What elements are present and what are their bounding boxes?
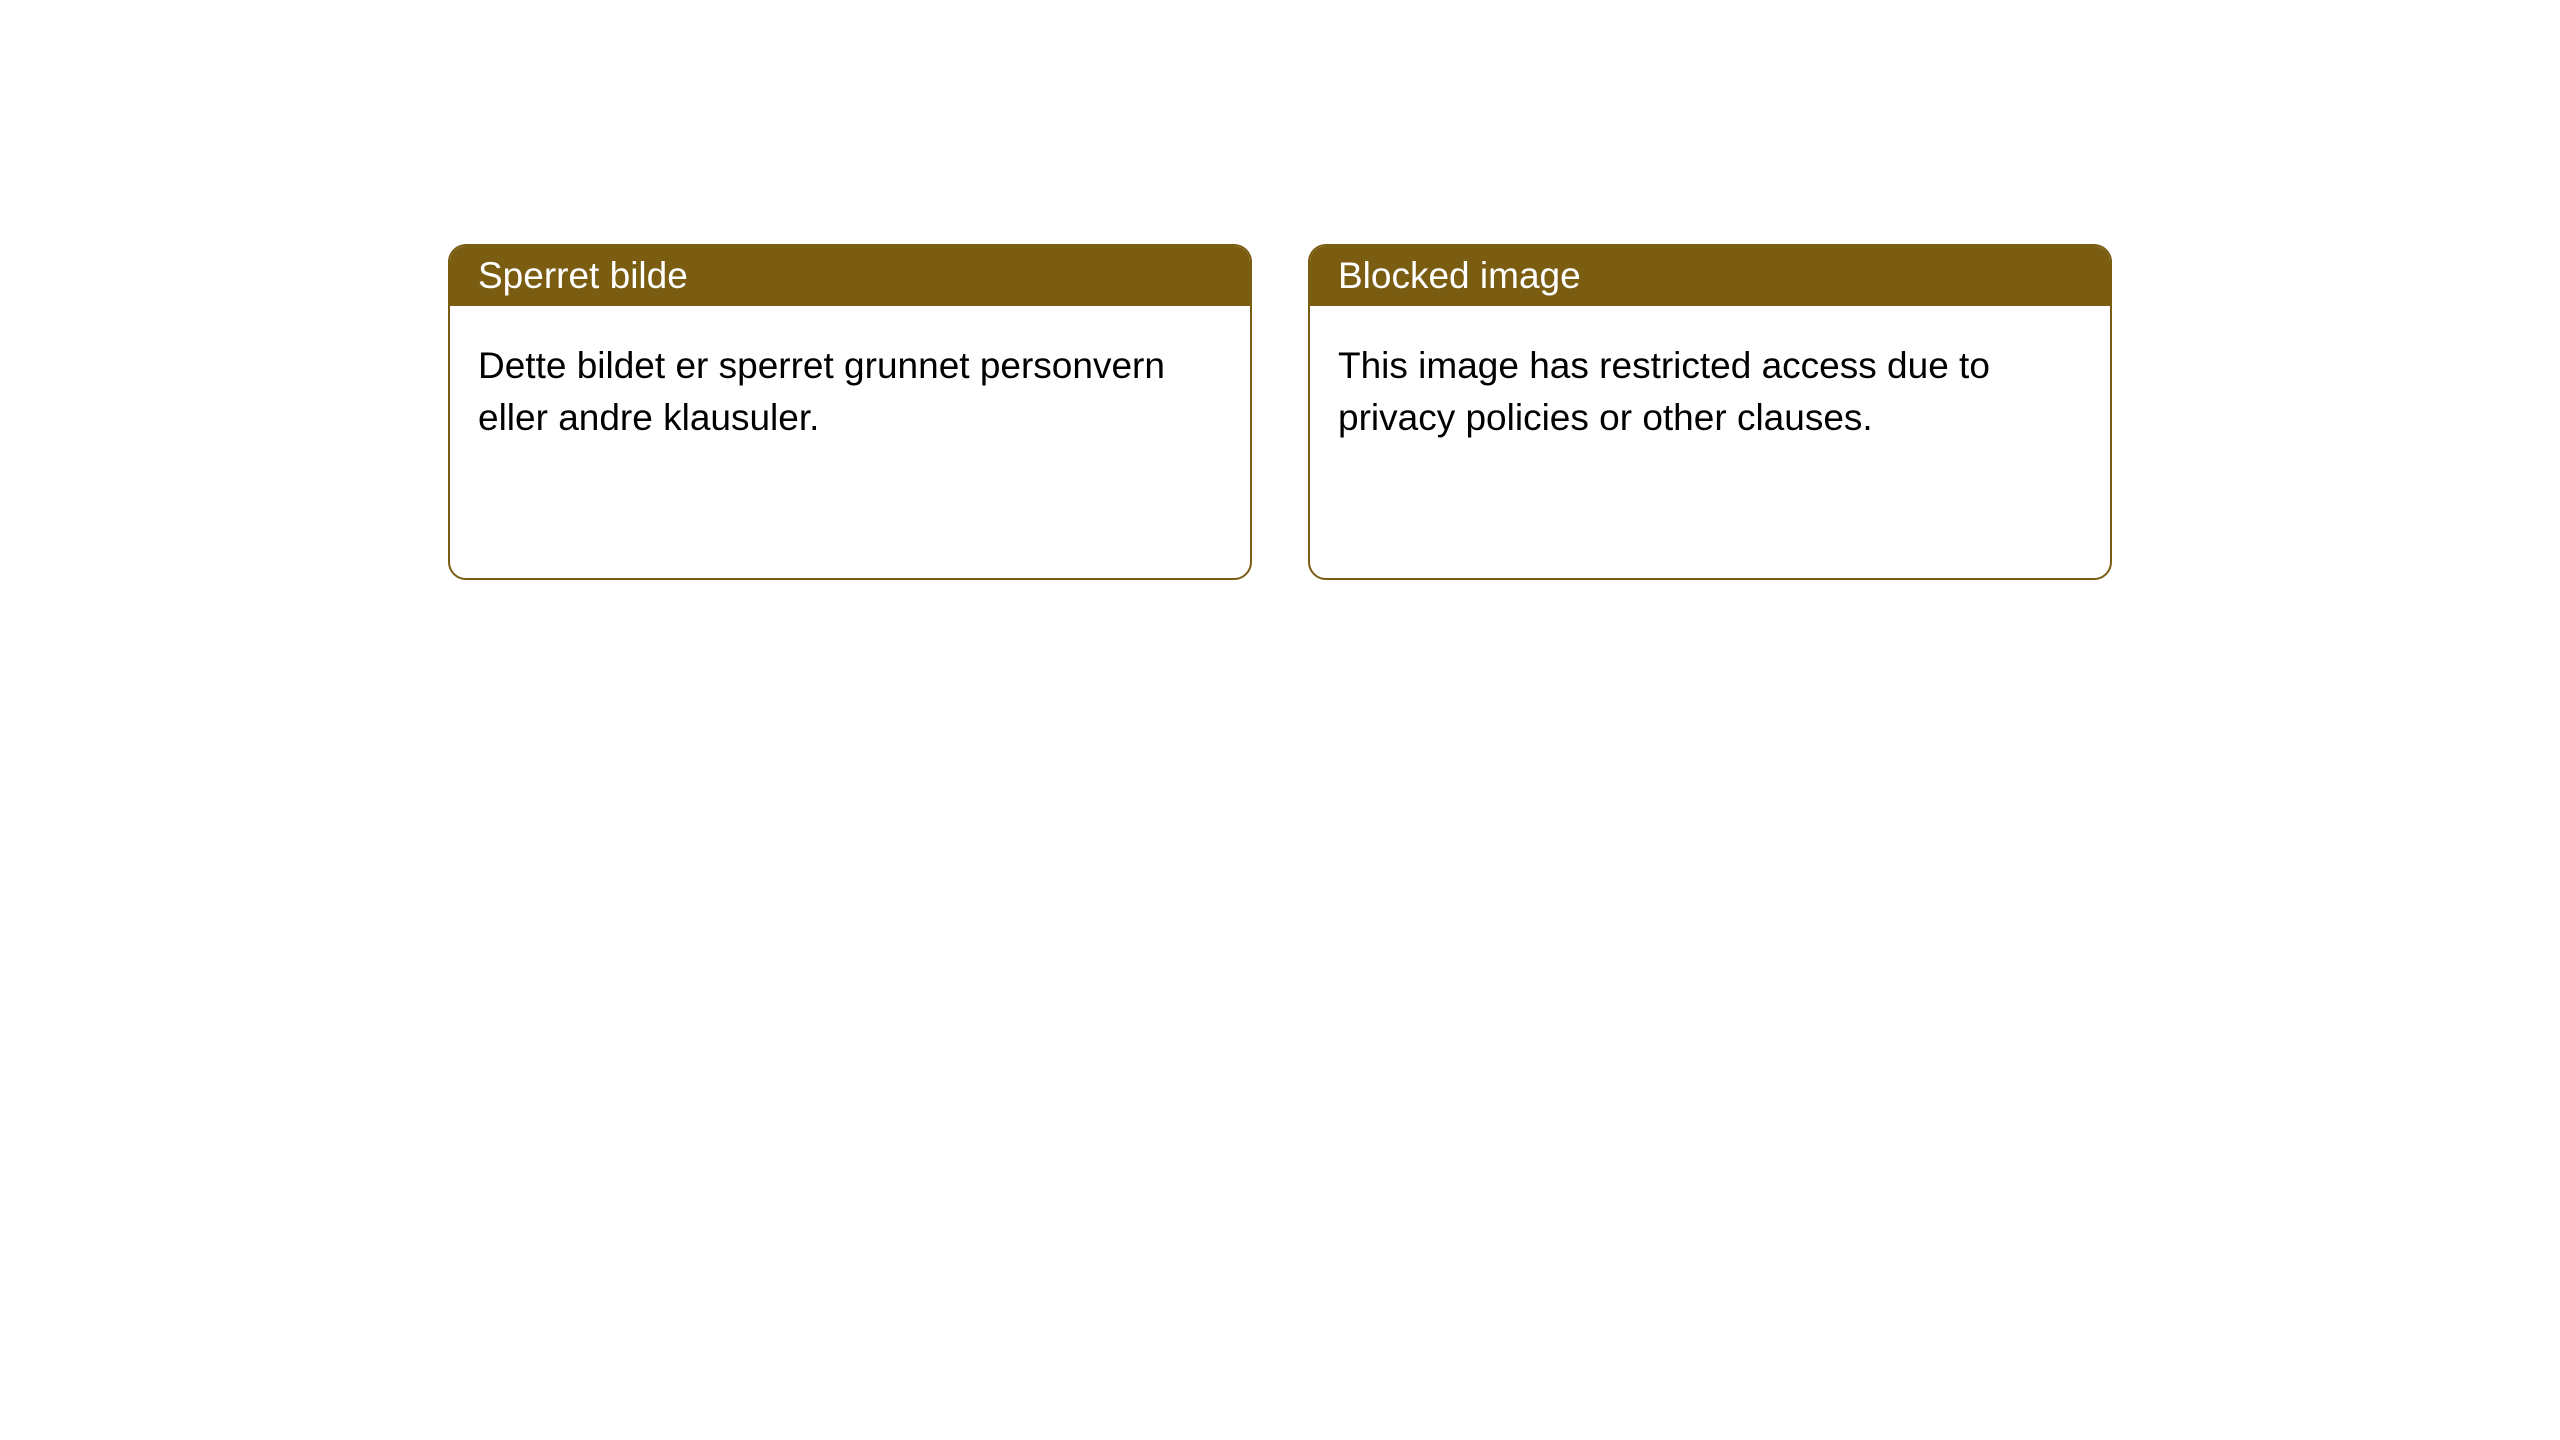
card-body-no: Dette bildet er sperret grunnet personve…: [450, 306, 1250, 478]
card-header-text-en: Blocked image: [1338, 255, 1581, 297]
card-body-text-no: Dette bildet er sperret grunnet personve…: [478, 345, 1165, 438]
card-body-text-en: This image has restricted access due to …: [1338, 345, 1990, 438]
blocked-image-card-en: Blocked image This image has restricted …: [1308, 244, 2112, 580]
card-header-text-no: Sperret bilde: [478, 255, 688, 297]
blocked-image-card-no: Sperret bilde Dette bildet er sperret gr…: [448, 244, 1252, 580]
card-header-en: Blocked image: [1310, 246, 2110, 306]
card-body-en: This image has restricted access due to …: [1310, 306, 2110, 478]
card-container: Sperret bilde Dette bildet er sperret gr…: [0, 0, 2560, 580]
card-header-no: Sperret bilde: [450, 246, 1250, 306]
